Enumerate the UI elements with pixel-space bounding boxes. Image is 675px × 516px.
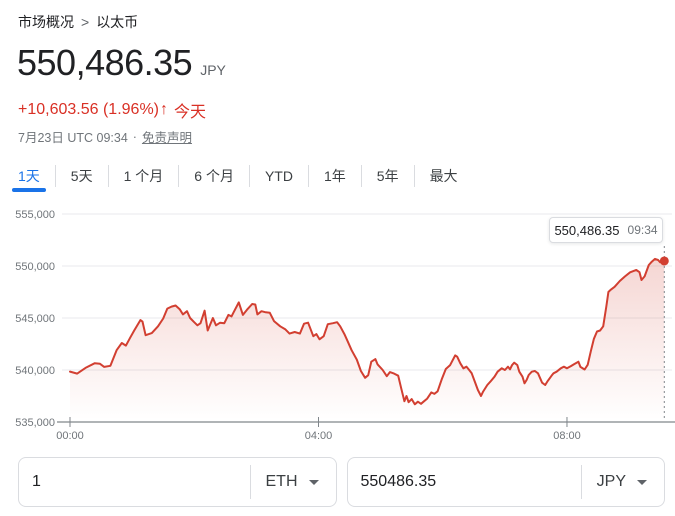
x-axis-label: 00:00 (56, 430, 84, 442)
breadcrumb-market-overview-link[interactable]: 市场概况 (18, 14, 74, 30)
converter-to-unit: JPY (596, 473, 626, 490)
tab-divider (307, 164, 309, 187)
tab-divider (178, 164, 180, 187)
converter-to-currency-select[interactable]: JPY (582, 473, 664, 491)
breadcrumb-separator: > (81, 14, 90, 30)
y-axis-label: 535,000 (15, 417, 55, 429)
x-axis-label: 08:00 (553, 430, 581, 442)
tab-1-day[interactable]: 1天 (3, 157, 55, 194)
disclaimer-link[interactable]: 免责声明 (141, 131, 192, 145)
tooltip-time: 09:34 (627, 223, 658, 237)
change-period-label: 今天 (174, 104, 207, 121)
converter-from-currency-select[interactable]: ETH (251, 473, 336, 491)
last-price-dot (659, 256, 669, 266)
price-currency-label: JPY (200, 62, 226, 78)
tab-1-year[interactable]: 1年 (323, 167, 346, 184)
up-arrow-icon: ↑ (160, 101, 168, 118)
currency-converter: ETH JPY (18, 457, 665, 507)
converter-from-input[interactable] (19, 473, 250, 491)
tab-divider (54, 164, 56, 187)
price-change-row: +10,603.56 (1.96%) ↑ 今天 (18, 98, 206, 122)
current-price: 550,486.35 (17, 42, 193, 83)
tab-5-year[interactable]: 5年 (376, 167, 399, 184)
y-axis-label: 550,000 (15, 261, 55, 273)
converter-from-box: ETH (18, 457, 337, 507)
converter-divider (580, 465, 582, 499)
breadcrumb: 市场概况 > 以太币 (18, 12, 138, 32)
tab-5-day[interactable]: 5天 (70, 167, 93, 184)
tab-6-month[interactable]: 6 个月 (194, 167, 234, 184)
converter-from-unit: ETH (265, 473, 298, 490)
x-axis-label: 04:00 (305, 430, 333, 442)
time-range-tabs: 1天 5天 1 个月 6 个月 YTD 1年 5年 最大 (3, 157, 473, 194)
price-change-value: +10,603.56 (1.96%) (18, 101, 159, 118)
tab-divider (360, 164, 362, 187)
tab-1-month[interactable]: 1 个月 (123, 167, 164, 184)
price-row: 550,486.35 JPY (17, 42, 226, 84)
tab-divider (248, 164, 250, 187)
price-line (69, 257, 666, 406)
y-axis-label: 555,000 (15, 209, 55, 221)
tab-ytd[interactable]: YTD (264, 167, 293, 184)
quote-timestamp-row: 7月23日 UTC 09:34 · 免责声明 (18, 127, 192, 146)
converter-to-input[interactable] (347, 473, 581, 491)
converter-to-box: JPY (346, 457, 665, 507)
price-line-chart[interactable]: 555,000 550,000 545,000 540,000 535,00000:00… (0, 200, 675, 445)
breadcrumb-current-asset: 以太币 (96, 14, 139, 30)
y-axis-label: 540,000 (15, 365, 55, 377)
chevron-down-icon (637, 479, 647, 485)
chart-tooltip: 550,486.35 09:34 (549, 217, 663, 243)
chevron-down-icon (308, 479, 319, 485)
dot-separator: · (132, 129, 137, 144)
tab-max[interactable]: 最大 (429, 167, 458, 184)
tooltip-price: 550,486.35 (554, 222, 620, 238)
converter-divider (249, 465, 251, 499)
area-fill (70, 258, 665, 421)
quote-timestamp: 7月23日 UTC 09:34 (18, 131, 128, 145)
tab-divider (413, 164, 415, 187)
tab-divider (107, 164, 109, 187)
y-axis-label: 545,000 (15, 313, 55, 325)
